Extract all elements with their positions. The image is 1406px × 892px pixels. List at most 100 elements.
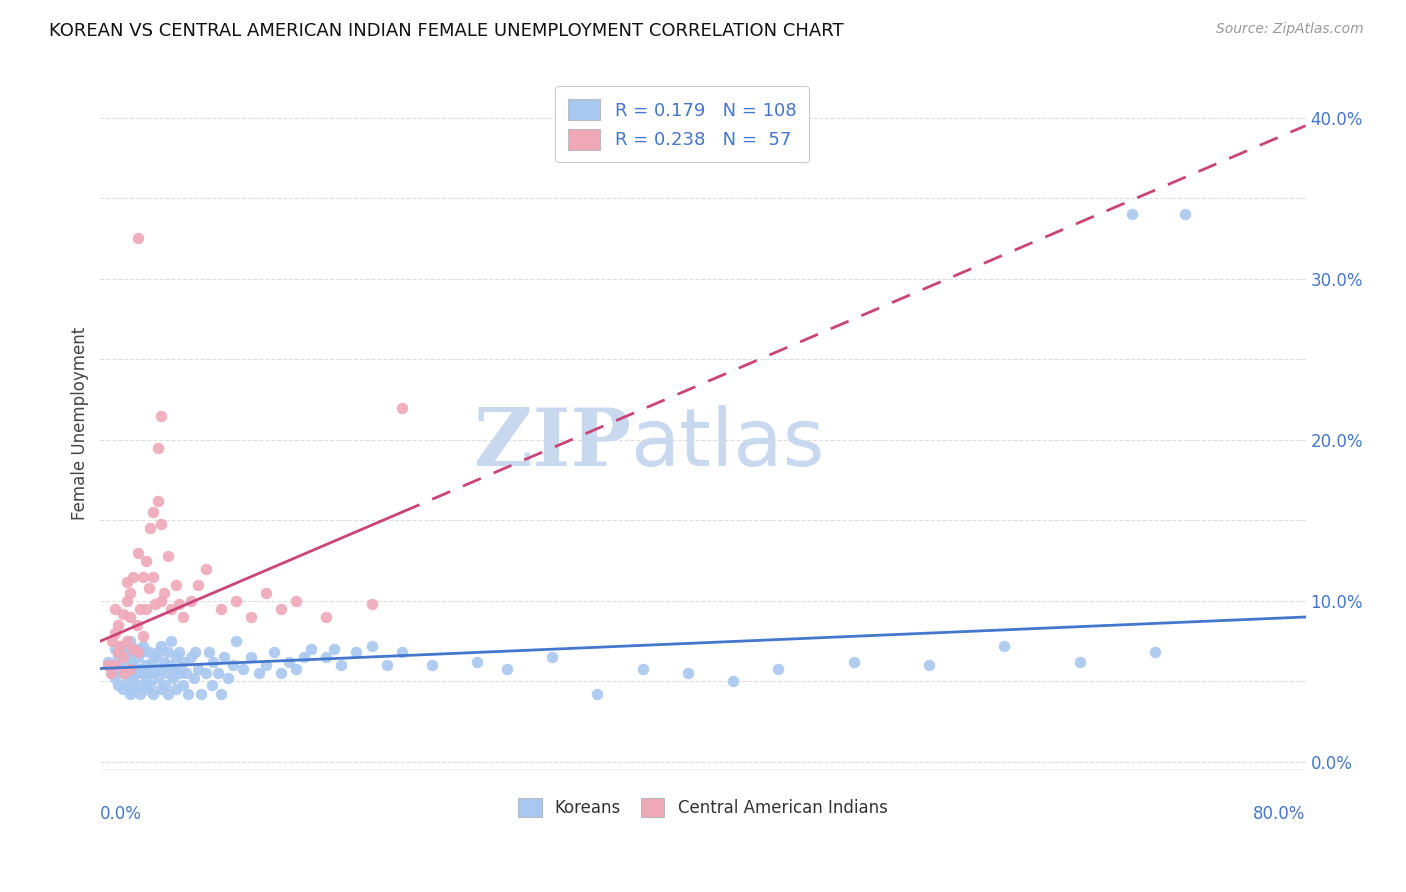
- Point: [254, 658, 277, 673]
- Point: [1143, 645, 1166, 659]
- Point: [292, 650, 315, 665]
- Point: [125, 642, 148, 657]
- Point: [107, 650, 129, 665]
- Point: [156, 666, 179, 681]
- Point: [167, 645, 190, 659]
- Point: [149, 409, 172, 423]
- Point: [1069, 655, 1091, 669]
- Point: [177, 687, 200, 701]
- Point: [122, 642, 145, 657]
- Point: [138, 581, 160, 595]
- Point: [146, 494, 169, 508]
- Point: [146, 671, 169, 685]
- Point: [157, 645, 180, 659]
- Point: [149, 516, 172, 531]
- Point: [122, 682, 145, 697]
- Point: [125, 618, 148, 632]
- Point: [586, 687, 609, 701]
- Point: [360, 597, 382, 611]
- Point: [194, 562, 217, 576]
- Point: [465, 655, 488, 669]
- Point: [315, 650, 337, 665]
- Point: [138, 666, 160, 681]
- Point: [360, 639, 382, 653]
- Point: [104, 626, 127, 640]
- Point: [1121, 207, 1143, 221]
- Point: [111, 658, 134, 673]
- Point: [127, 645, 149, 659]
- Point: [254, 586, 277, 600]
- Point: [122, 671, 145, 685]
- Point: [128, 602, 150, 616]
- Point: [180, 650, 202, 665]
- Point: [111, 650, 134, 665]
- Point: [169, 666, 191, 681]
- Point: [172, 655, 194, 669]
- Point: [149, 639, 172, 653]
- Point: [152, 586, 174, 600]
- Point: [149, 682, 172, 697]
- Point: [180, 594, 202, 608]
- Point: [496, 661, 519, 675]
- Point: [198, 645, 221, 659]
- Point: [104, 642, 127, 657]
- Point: [127, 678, 149, 692]
- Point: [142, 570, 165, 584]
- Point: [209, 602, 232, 616]
- Point: [322, 642, 344, 657]
- Point: [270, 666, 292, 681]
- Point: [232, 661, 254, 675]
- Point: [128, 687, 150, 701]
- Point: [97, 658, 120, 673]
- Point: [167, 597, 190, 611]
- Point: [111, 607, 134, 621]
- Point: [107, 678, 129, 692]
- Point: [172, 678, 194, 692]
- Point: [117, 674, 139, 689]
- Point: [315, 610, 337, 624]
- Point: [127, 545, 149, 559]
- Point: [162, 671, 184, 685]
- Text: 80.0%: 80.0%: [1253, 805, 1306, 822]
- Point: [135, 602, 157, 616]
- Point: [225, 594, 247, 608]
- Point: [157, 687, 180, 701]
- Point: [165, 661, 187, 675]
- Point: [101, 634, 124, 648]
- Text: KOREAN VS CENTRAL AMERICAN INDIAN FEMALE UNEMPLOYMENT CORRELATION CHART: KOREAN VS CENTRAL AMERICAN INDIAN FEMALE…: [49, 22, 844, 40]
- Point: [135, 553, 157, 567]
- Point: [202, 655, 225, 669]
- Point: [107, 618, 129, 632]
- Text: atlas: atlas: [631, 406, 825, 483]
- Point: [131, 666, 153, 681]
- Text: Source: ZipAtlas.com: Source: ZipAtlas.com: [1216, 22, 1364, 37]
- Point: [160, 602, 183, 616]
- Point: [172, 610, 194, 624]
- Point: [139, 521, 162, 535]
- Point: [125, 666, 148, 681]
- Point: [187, 578, 209, 592]
- Point: [187, 661, 209, 675]
- Point: [143, 650, 166, 665]
- Point: [135, 658, 157, 673]
- Point: [142, 687, 165, 701]
- Point: [143, 597, 166, 611]
- Point: [183, 671, 205, 685]
- Point: [104, 671, 127, 685]
- Point: [842, 655, 865, 669]
- Point: [165, 650, 187, 665]
- Point: [631, 661, 654, 675]
- Text: 0.0%: 0.0%: [100, 805, 142, 822]
- Point: [391, 401, 413, 415]
- Point: [152, 655, 174, 669]
- Point: [139, 678, 162, 692]
- Point: [174, 666, 197, 681]
- Point: [165, 578, 187, 592]
- Point: [107, 645, 129, 659]
- Point: [120, 586, 142, 600]
- Point: [149, 594, 172, 608]
- Point: [247, 666, 270, 681]
- Point: [263, 645, 285, 659]
- Point: [1174, 207, 1197, 221]
- Point: [375, 658, 398, 673]
